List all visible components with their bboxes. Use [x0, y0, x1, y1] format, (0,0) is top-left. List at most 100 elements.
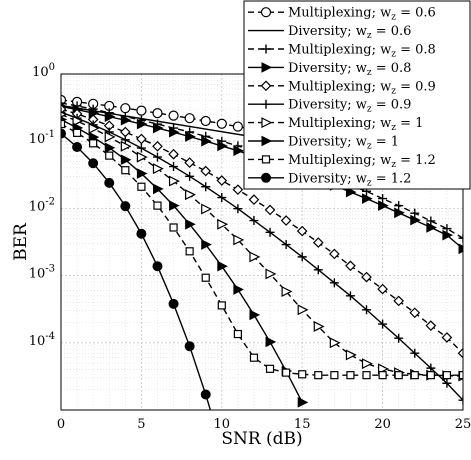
data-point [297, 252, 307, 262]
data-point [361, 271, 372, 283]
data-point [88, 122, 100, 134]
data-point [362, 193, 373, 204]
x-tick-label: 10 [214, 417, 231, 432]
data-point [377, 283, 388, 295]
data-point [61, 107, 66, 117]
data-point [329, 278, 339, 288]
data-point [136, 151, 148, 163]
data-point [458, 243, 463, 255]
data-point [312, 237, 324, 248]
x-tick-label: 5 [137, 417, 145, 432]
data-point [61, 103, 67, 115]
data-point [329, 248, 340, 260]
data-point [249, 216, 259, 226]
legend-label: Diversity; wz = 1.2 [288, 171, 411, 188]
data-point [345, 349, 357, 361]
legend-entry: Multiplexing; wz = 1 [248, 116, 423, 133]
data-point [233, 145, 244, 157]
series-9 [61, 119, 463, 380]
data-point [217, 260, 228, 272]
data-point [120, 114, 132, 126]
legend-label: Multiplexing; wz = 0.6 [288, 6, 436, 23]
legend-entry: Diversity; wz = 0.6 [248, 24, 411, 41]
data-point [168, 298, 179, 309]
legend-label: Multiplexing; wz = 1.2 [288, 153, 436, 170]
data-point [201, 135, 212, 147]
data-point [261, 117, 273, 129]
data-point [201, 239, 212, 250]
data-point [153, 201, 162, 210]
data-point [61, 98, 66, 108]
y-tick-label: 100 [32, 62, 55, 80]
data-point [297, 304, 309, 316]
data-point [265, 227, 275, 237]
data-point [265, 364, 275, 373]
data-point [105, 151, 114, 160]
data-point [378, 319, 388, 329]
data-point [233, 284, 244, 295]
series-6 [61, 107, 463, 405]
x-tick-label: 0 [57, 417, 65, 432]
data-point [200, 115, 211, 127]
legend-label: Multiplexing; wz = 1 [288, 116, 423, 133]
data-point [362, 371, 371, 380]
data-point [282, 368, 291, 377]
data-point [152, 107, 163, 119]
data-point [120, 103, 131, 114]
data-point [330, 371, 339, 380]
data-point [441, 332, 453, 343]
data-point [216, 118, 227, 129]
data-point [261, 62, 273, 73]
data-point [185, 189, 196, 201]
data-point [152, 163, 164, 175]
data-point [458, 371, 463, 380]
data-point [152, 140, 163, 152]
data-point [248, 194, 260, 205]
data-point [409, 307, 421, 319]
data-point [249, 353, 259, 362]
series-10 [61, 128, 212, 410]
data-point [104, 131, 116, 143]
x-tick-label: 15 [294, 417, 311, 432]
data-point [313, 320, 325, 332]
data-point [410, 214, 421, 226]
x-tick-labels: 0 5 10 15 20 25 [57, 417, 471, 432]
data-point [393, 295, 405, 307]
data-point [426, 216, 436, 226]
data-point [313, 265, 323, 275]
data-point [184, 113, 195, 124]
data-point [442, 371, 452, 380]
data-point [233, 329, 242, 339]
data-point [265, 268, 277, 280]
data-point [232, 121, 243, 132]
data-point [265, 336, 277, 348]
data-point [345, 291, 355, 301]
series-8 [61, 116, 309, 408]
data-point [185, 218, 196, 230]
data-point [410, 348, 420, 358]
data-point [120, 135, 130, 145]
y-axis-label: BER [11, 222, 31, 261]
data-point [394, 371, 403, 380]
data-point [298, 370, 307, 379]
data-point [168, 110, 179, 121]
data-point [136, 105, 147, 116]
data-point [104, 142, 116, 154]
data-point [200, 165, 212, 177]
legend-label: Diversity; wz = 1 [288, 135, 399, 152]
data-point [261, 44, 271, 54]
legend-box [243, 0, 471, 190]
data-point [314, 371, 323, 380]
data-point [201, 182, 211, 192]
data-point [457, 347, 463, 359]
data-point [261, 155, 271, 164]
series-5 [61, 103, 463, 359]
data-point [345, 186, 357, 198]
data-point [217, 193, 227, 203]
data-point [296, 225, 308, 237]
data-point [61, 119, 66, 129]
y-tick-label: 10-3 [29, 264, 55, 282]
data-point [378, 371, 387, 380]
data-point [233, 234, 245, 246]
data-point [329, 337, 341, 349]
